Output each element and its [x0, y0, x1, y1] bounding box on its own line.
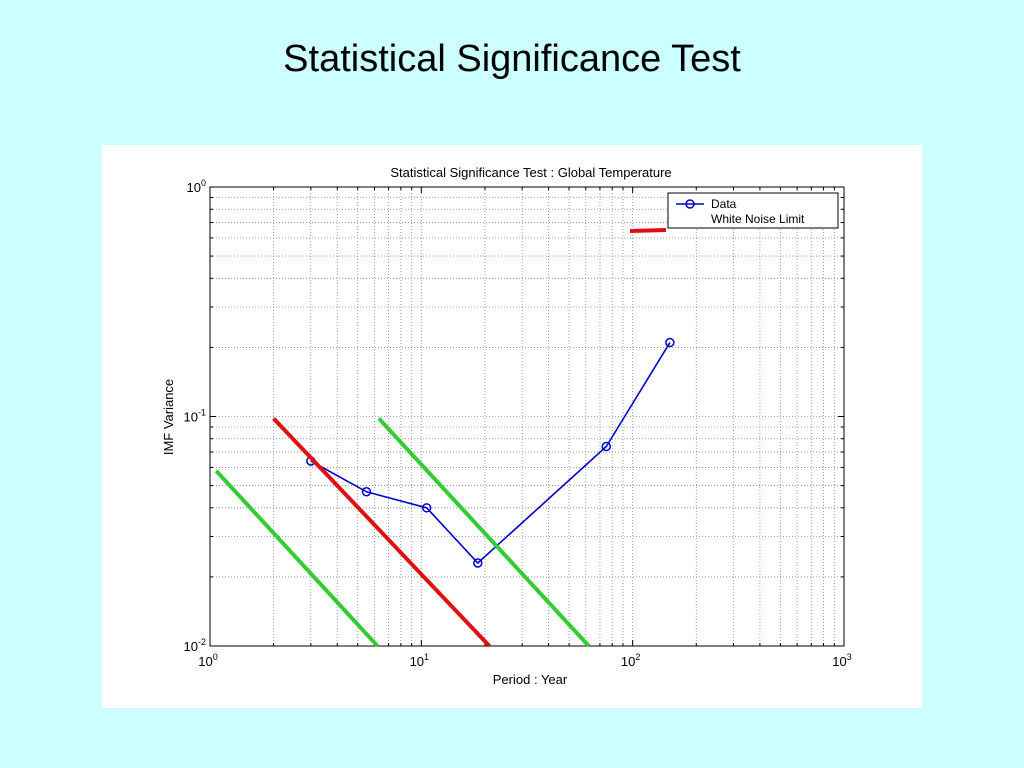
y-tick-exponent: -2 — [198, 637, 206, 647]
legend: Data White Noise Limit — [629, 192, 839, 233]
series-layer — [214, 337, 675, 648]
x-tick-exponent: 1 — [424, 652, 429, 662]
x-tick-label: 101 — [410, 652, 429, 669]
x-tick-label: 103 — [832, 652, 851, 669]
x-axis-label: Period : Year — [493, 672, 568, 687]
data-point — [473, 558, 483, 568]
y-tick-label: 10-1 — [184, 408, 206, 425]
series-line-2 — [214, 469, 379, 648]
legend-marker-white-noise — [629, 228, 667, 233]
series-line-1 — [272, 417, 491, 648]
y-tick-exponent: -1 — [198, 408, 206, 418]
y-tick-label: 10-2 — [184, 637, 206, 654]
x-tick-exponent: 0 — [213, 652, 218, 662]
data-point — [665, 337, 675, 348]
x-tick-label: 102 — [621, 652, 640, 669]
x-tick-exponent: 2 — [635, 652, 640, 662]
y-axis-label: IMF Variance — [161, 379, 176, 455]
series-line-3 — [377, 417, 591, 648]
slide-title: Statistical Significance Test — [283, 38, 741, 80]
legend-label-data: Data — [711, 197, 737, 211]
series-line-0 — [310, 342, 671, 565]
legend-box — [667, 192, 839, 229]
y-tick-label: 100 — [187, 178, 206, 195]
x-tick-exponent: 3 — [847, 652, 852, 662]
chart-title: Statistical Significance Test : Global T… — [390, 165, 671, 180]
data-point — [361, 487, 372, 497]
figure-panel: 100 101 102 103 10-2 10-1 100 Statistical Sign… — [102, 145, 922, 708]
x-tick-label: 100 — [198, 652, 217, 669]
data-point — [421, 503, 432, 513]
legend-label-white-noise: White Noise Limit — [711, 212, 805, 226]
data-point — [601, 441, 612, 452]
y-tick-exponent: 0 — [201, 178, 206, 188]
legend-marker-circle — [685, 199, 695, 209]
